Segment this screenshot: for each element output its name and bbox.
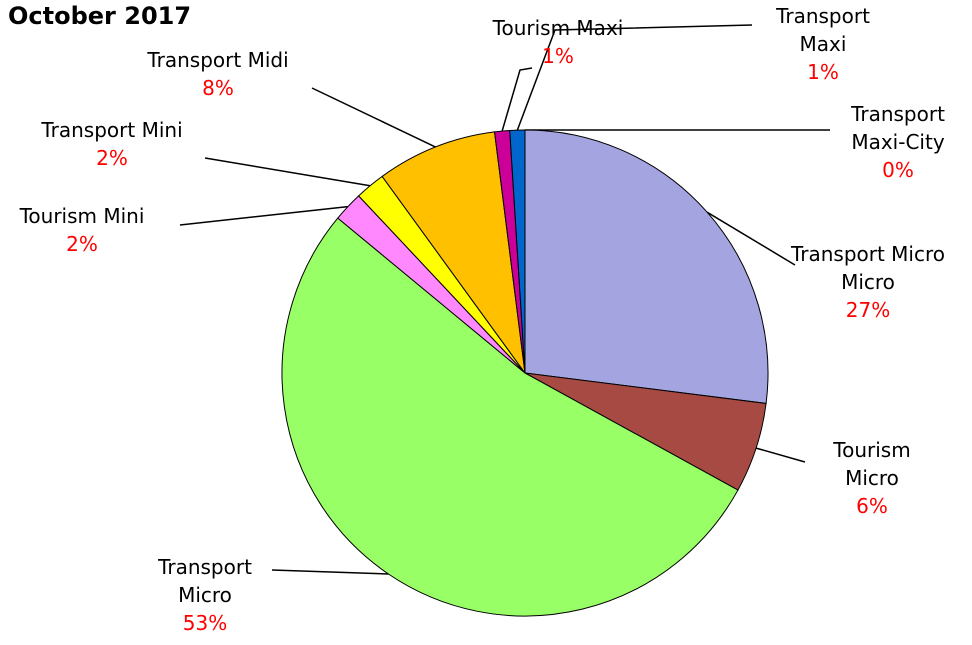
category-label: Tourism Maxi (492, 16, 624, 40)
category-label: Tourism Mini (19, 204, 145, 228)
category-label: Transport Micro Micro (790, 242, 946, 294)
slice-label: Tourism Maxi 1% (493, 14, 624, 70)
slice-label: Transport Micro Micro 27% (783, 240, 953, 324)
value-label: 1% (542, 44, 574, 68)
slice-label: Transport Micro 53% (145, 553, 265, 637)
category-label: Tourism Micro (833, 438, 911, 490)
leader-line (516, 24, 753, 131)
slice-label: Transport Maxi 1% (768, 2, 878, 86)
slice-label: Transport Mini 2% (41, 116, 182, 172)
slice-label: Transport Midi 8% (147, 46, 288, 102)
value-label: 1% (807, 60, 839, 84)
leader-line (311, 87, 436, 148)
value-label: 6% (856, 494, 888, 518)
pie-slice (524, 129, 769, 405)
category-label: Transport Maxi-City (851, 102, 945, 154)
leader-line (755, 447, 806, 463)
value-label: 53% (182, 611, 228, 635)
pie-slice (509, 129, 526, 374)
slice-label: Transport Maxi-City 0% (833, 100, 963, 184)
leader-line (501, 67, 533, 132)
value-label: 2% (66, 232, 98, 256)
value-label: 2% (96, 146, 128, 170)
category-label: Transport Maxi (776, 4, 870, 56)
leader-line (271, 569, 389, 575)
leader-line (706, 211, 796, 266)
slice-label: Tourism Mini 2% (20, 202, 145, 258)
chart-title: October 2017 (8, 2, 192, 30)
value-label: 0% (882, 158, 914, 182)
leader-line (179, 205, 348, 226)
value-label: 8% (202, 76, 234, 100)
pie-slice (281, 217, 739, 617)
value-label: 27% (845, 298, 891, 322)
leader-line (204, 157, 371, 187)
category-label: Transport Midi (147, 48, 289, 72)
slice-label: Tourism Micro 6% (817, 436, 927, 520)
category-label: Transport Mini (41, 118, 183, 142)
category-label: Transport Micro (158, 555, 252, 607)
